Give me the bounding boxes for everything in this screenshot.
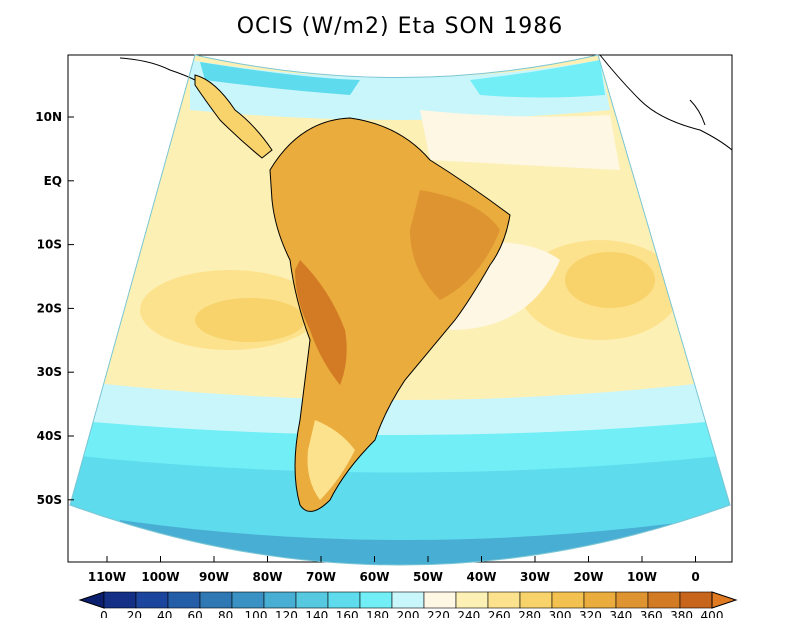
lon-tick-label: 10W xyxy=(627,570,657,584)
colorbar-label: 340 xyxy=(609,609,632,618)
andes-hot-zone xyxy=(295,260,347,385)
colorbar-label: 300 xyxy=(549,609,572,618)
colorbar-min-arrow xyxy=(78,591,105,609)
domain-boundary xyxy=(69,54,731,566)
colorbar-segment xyxy=(167,591,201,609)
colorbar-label: 180 xyxy=(366,609,389,618)
colorbar-label: 380 xyxy=(670,609,693,618)
lat-tick-label: EQ xyxy=(44,174,62,188)
colorbar-segment xyxy=(455,591,489,609)
lat-tick-label: 10S xyxy=(37,238,62,252)
colorbar-segment xyxy=(551,591,585,609)
colorbar-segment xyxy=(295,591,329,609)
colorbar-label: 160 xyxy=(336,609,359,618)
lat-tick-label: 40S xyxy=(37,429,62,443)
colorbar-label: 140 xyxy=(305,609,328,618)
colorbar-segment xyxy=(231,591,265,609)
colorbar-label: 120 xyxy=(275,609,298,618)
lon-tick-label: 90W xyxy=(199,570,229,584)
colorbar-label: 20 xyxy=(127,609,142,618)
lon-tick-label: 80W xyxy=(253,570,283,584)
colorbar-label: 260 xyxy=(488,609,511,618)
colorbar-segment xyxy=(391,591,425,609)
colorbar-segment xyxy=(679,591,713,609)
lat-tick-label: 30S xyxy=(37,365,62,379)
colorbar-label: 200 xyxy=(397,609,420,618)
colorbar-label: 80 xyxy=(218,609,233,618)
colorbar-label: 400 xyxy=(701,609,724,618)
longitude-axis: 110W 100W 90W 80W 70W 60W 50W 40W 30W 20W 10W 0 xyxy=(88,556,700,584)
colorbar-segment xyxy=(327,591,361,609)
colorbar-max-arrow xyxy=(711,591,738,609)
central-america-land xyxy=(194,74,273,159)
lon-tick-label: 50W xyxy=(413,570,443,584)
colorbar-segment xyxy=(135,591,169,609)
colorbar: 0 20 40 60 80 100 120 140 160 180 200 220 240 260 280 3… xyxy=(78,591,738,618)
colorbar-segment xyxy=(487,591,521,609)
lon-tick-label: 60W xyxy=(360,570,390,584)
lon-tick-label: 20W xyxy=(574,570,604,584)
lon-tick-label: 100W xyxy=(141,570,179,584)
lat-tick-label: 50S xyxy=(37,493,62,507)
lat-tick-label: 20S xyxy=(37,301,62,315)
colorbar-segment xyxy=(103,591,137,609)
colorbar-segment xyxy=(423,591,457,609)
colorbar-label: 360 xyxy=(640,609,663,618)
colorbar-label: 0 xyxy=(100,609,108,618)
map-title: OCIS (W/m2) Eta SON 1986 xyxy=(236,14,564,39)
colorbar-label: 280 xyxy=(518,609,541,618)
lon-tick-label: 40W xyxy=(467,570,497,584)
lon-tick-label: 30W xyxy=(520,570,550,584)
colorbar-segment xyxy=(359,591,393,609)
colorbar-label: 240 xyxy=(457,609,480,618)
colorbar-segment xyxy=(263,591,297,609)
colorbar-label: 40 xyxy=(157,609,172,618)
lon-tick-label: 0 xyxy=(691,570,699,584)
colorbar-segment xyxy=(615,591,649,609)
patagonia-land xyxy=(307,420,355,500)
brazil-highlands xyxy=(410,190,500,300)
lat-tick-label: 10N xyxy=(35,110,62,124)
colorbar-segment xyxy=(647,591,681,609)
colorbar-label: 320 xyxy=(579,609,602,618)
colorbar-segment xyxy=(519,591,553,609)
lon-tick-label: 110W xyxy=(88,570,126,584)
latitude-axis: 10N EQ 10S 20S 30S 40S 50S xyxy=(35,110,74,507)
colorbar-label: 60 xyxy=(188,609,203,618)
colorbar-segment xyxy=(199,591,233,609)
lon-tick-label: 70W xyxy=(306,570,336,584)
colorbar-label: 100 xyxy=(245,609,268,618)
colorbar-label: 220 xyxy=(427,609,450,618)
colorbar-segment xyxy=(583,591,617,609)
